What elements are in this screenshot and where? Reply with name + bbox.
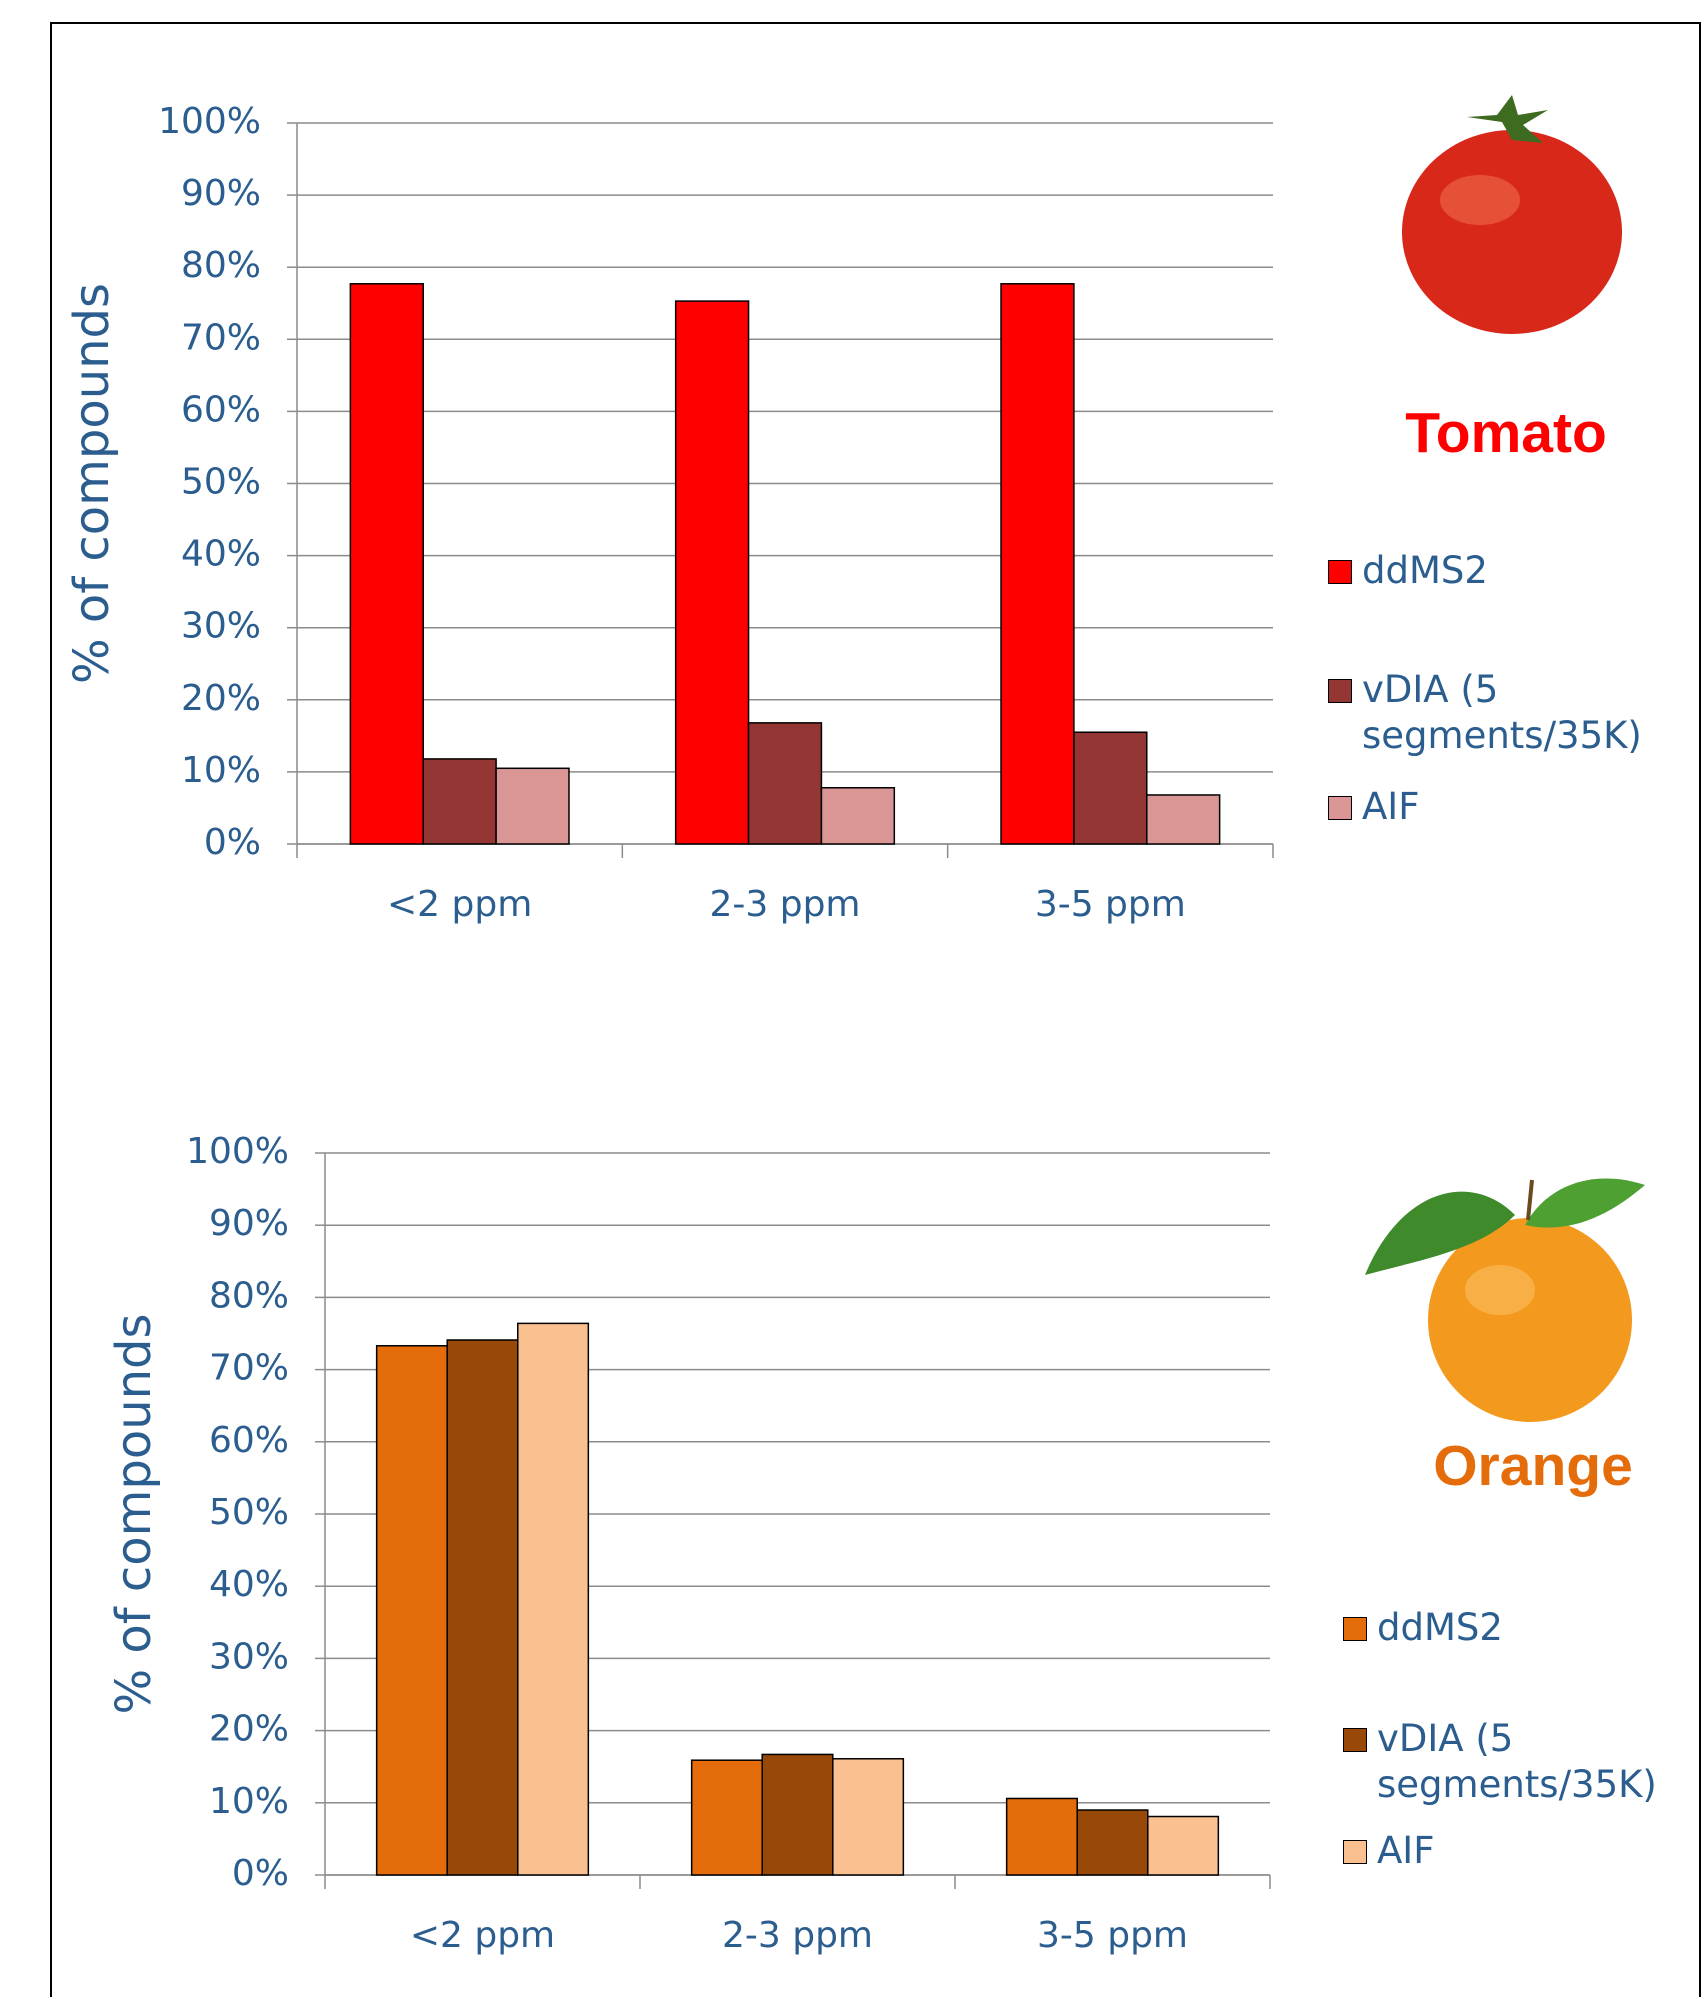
legend-label: ddMS2 [1362, 549, 1488, 592]
bar [1146, 794, 1221, 845]
bar [690, 1759, 763, 1876]
legend-swatch [1343, 1728, 1367, 1752]
legend-swatch [1343, 1840, 1367, 1864]
y-tick-label: 90% [209, 1203, 289, 1244]
legend-label: ddMS2 [1377, 1606, 1503, 1649]
y-axis-label: % of compounds [106, 1313, 162, 1714]
y-tick-label: 60% [181, 389, 261, 430]
bar [832, 1758, 905, 1876]
legend-label: AIF [1377, 1829, 1435, 1872]
y-tick-label: 0% [232, 1853, 289, 1894]
y-tick-label: 10% [209, 1781, 289, 1822]
bar [375, 1345, 448, 1876]
y-tick-label: 80% [181, 245, 261, 286]
bar [1000, 283, 1075, 845]
bar [1076, 1809, 1149, 1876]
chart-title: Tomato [1405, 401, 1607, 465]
y-axis-label: % of compounds [64, 283, 120, 684]
y-tick-label: 20% [181, 678, 261, 719]
bar [1147, 1815, 1220, 1876]
bar [422, 758, 497, 845]
y-tick-label: 10% [181, 750, 261, 791]
frame [50, 22, 1701, 1997]
y-tick-label: 70% [209, 1348, 289, 1389]
legend-item: vDIA (5 segments/35K) [1328, 667, 1662, 760]
legend-swatch [1343, 1617, 1367, 1641]
y-tick-label: 100% [158, 101, 261, 142]
tomato-icon [1402, 95, 1622, 334]
y-tick-label: 80% [209, 1275, 289, 1316]
bar [747, 722, 823, 845]
y-tick-label: 100% [186, 1131, 289, 1172]
legend-label: vDIA (5 segments/35K) [1362, 668, 1642, 758]
y-tick-label: 0% [204, 822, 261, 863]
y-tick-label: 70% [181, 317, 261, 358]
y-tick-label: 50% [181, 462, 261, 503]
bar [349, 283, 424, 845]
x-tick-label: 3-5 ppm [1035, 884, 1186, 925]
x-tick-label: 3-5 ppm [1037, 1915, 1188, 1956]
bar [761, 1753, 834, 1876]
legend-label: AIF [1362, 785, 1420, 828]
bar [446, 1339, 519, 1876]
legend-item: vDIA (5 segments/35K) [1343, 1716, 1677, 1809]
y-tick-label: 30% [209, 1636, 289, 1677]
legend-swatch [1328, 796, 1352, 820]
legend-item: ddMS2 [1343, 1605, 1677, 1651]
chart-title: Orange [1433, 1434, 1633, 1498]
x-tick-label: <2 ppm [410, 1915, 555, 1956]
bar [495, 767, 570, 845]
legend-item: AIF [1328, 784, 1662, 830]
y-tick-label: 60% [209, 1420, 289, 1461]
legend-item: AIF [1343, 1828, 1677, 1874]
y-tick-label: 40% [181, 534, 261, 575]
legend-label: vDIA (5 segments/35K) [1377, 1717, 1657, 1807]
legend-swatch [1328, 560, 1352, 584]
bar [674, 300, 750, 845]
orange-icon [1365, 1178, 1645, 1422]
legend-swatch [1328, 679, 1352, 703]
x-tick-label: 2-3 ppm [709, 884, 860, 925]
x-tick-label: <2 ppm [387, 884, 532, 925]
y-tick-label: 20% [209, 1709, 289, 1750]
y-tick-label: 30% [181, 606, 261, 647]
y-tick-label: 90% [181, 173, 261, 214]
x-tick-label: 2-3 ppm [722, 1915, 873, 1956]
bar [1073, 731, 1148, 845]
bar [517, 1322, 590, 1876]
legend-item: ddMS2 [1328, 548, 1662, 594]
y-tick-label: 50% [209, 1492, 289, 1533]
y-tick-label: 40% [209, 1564, 289, 1605]
bar [820, 787, 896, 845]
bar [1005, 1797, 1078, 1876]
